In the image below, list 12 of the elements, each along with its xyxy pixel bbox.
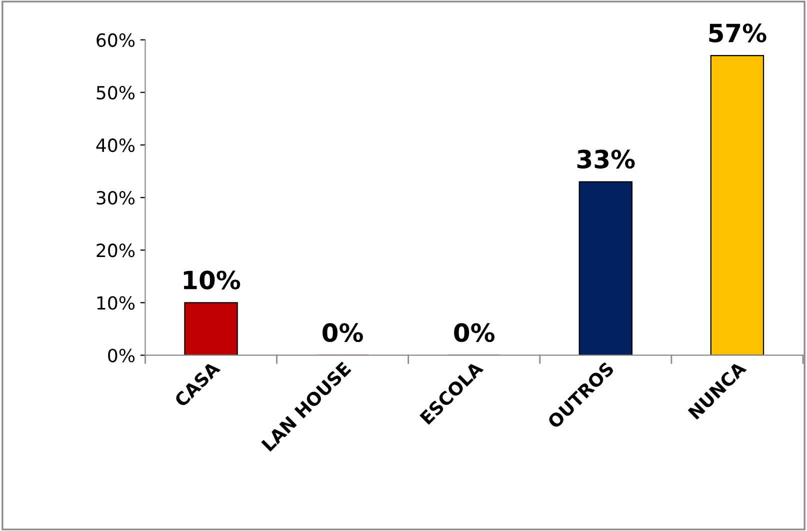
data-label: 0% bbox=[322, 323, 363, 342]
y-tick-label: 60% bbox=[96, 33, 135, 47]
data-label: 33% bbox=[577, 150, 635, 169]
y-tick-label: 30% bbox=[96, 190, 135, 205]
y-tick-label: 20% bbox=[96, 244, 135, 258]
y-tick-label: 0% bbox=[108, 348, 135, 362]
y-tick-label: 50% bbox=[96, 86, 135, 100]
data-label: 0% bbox=[454, 323, 495, 342]
data-label: 57% bbox=[709, 24, 766, 42]
y-tick-label: 40% bbox=[96, 138, 135, 152]
y-tick-label: 10% bbox=[97, 296, 135, 310]
data-label: 10% bbox=[184, 270, 240, 290]
